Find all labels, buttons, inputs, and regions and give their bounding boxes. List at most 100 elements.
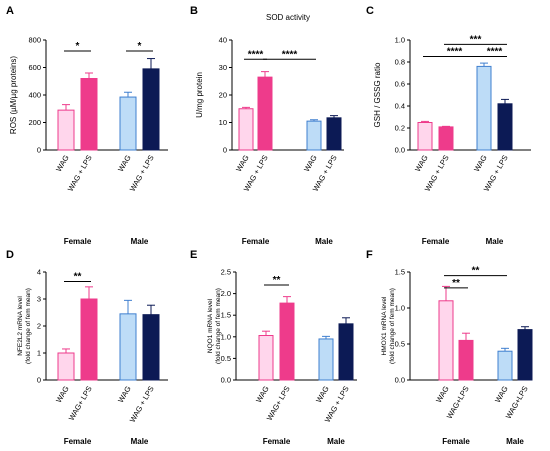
y-axis-label-2: (fold change of fem mean) — [25, 288, 32, 364]
y-tick-label: 20 — [219, 91, 227, 100]
group-label: Male — [131, 237, 149, 246]
y-axis-label: HMOX1 mRNA level — [381, 296, 388, 355]
bar — [517, 329, 533, 381]
bar — [80, 78, 98, 151]
y-tick-label: 1.5 — [221, 311, 231, 320]
bar — [497, 350, 513, 381]
y-tick-label: 2.5 — [221, 268, 231, 277]
bar — [142, 314, 160, 381]
significance-label: ** — [74, 271, 82, 282]
bar — [119, 96, 137, 151]
y-tick-label: 600 — [28, 63, 41, 72]
bar — [258, 335, 274, 381]
group-label: Male — [315, 237, 333, 246]
y-tick-label: 2.0 — [221, 289, 231, 298]
y-tick-label: 1.0 — [395, 304, 405, 313]
x-tick-label: WAG — [413, 153, 430, 173]
bar — [438, 126, 454, 151]
y-tick-label: 0 — [37, 146, 41, 155]
x-tick-label: WAG — [434, 384, 451, 404]
x-tick-label: WAG + LPS — [66, 154, 94, 193]
x-tick-label: WAG — [116, 153, 133, 173]
bar — [338, 323, 354, 381]
group-label: Female — [263, 437, 291, 446]
group-label: Male — [327, 437, 345, 446]
bar — [438, 300, 454, 381]
group-label: Male — [131, 437, 149, 446]
bar — [80, 298, 98, 381]
bar — [119, 313, 137, 381]
y-tick-label: 4 — [37, 268, 41, 277]
significance-label: ** — [452, 278, 460, 289]
significance-label: ** — [472, 266, 480, 277]
significance-label: **** — [248, 49, 264, 60]
y-tick-label: 400 — [28, 91, 41, 100]
bar — [458, 339, 474, 381]
bar — [142, 68, 160, 151]
y-tick-label: 800 — [28, 36, 41, 45]
group-label: Female — [242, 237, 270, 246]
panel-B: B SOD activity 0 10 20 30 40 U/mg protein WAG WAG… — [190, 5, 344, 246]
y-tick-label: 1 — [37, 349, 41, 358]
significance-label: **** — [487, 47, 503, 58]
bar — [57, 109, 75, 151]
y-tick-label: 1.0 — [221, 332, 231, 341]
y-axis-label: GSH / GSSG ratio — [373, 62, 382, 127]
x-tick-label: WAG — [493, 384, 510, 404]
group-label: Female — [422, 237, 450, 246]
y-axis-label: U/mg protein — [195, 72, 204, 118]
bar — [476, 65, 492, 151]
bar — [417, 122, 433, 151]
y-axis-label-2: (fold change of fem mean) — [215, 288, 222, 364]
y-axis-label: NQO1 mRNA level — [207, 298, 214, 353]
significance-label: **** — [282, 49, 298, 60]
y-tick-label: 0.5 — [221, 354, 231, 363]
x-tick-label: WAG — [472, 153, 489, 173]
x-tick-label: WAG — [54, 153, 71, 173]
y-tick-label: 0.8 — [395, 58, 405, 67]
y-tick-label: 40 — [219, 36, 227, 45]
x-tick-label: WAG — [302, 153, 319, 173]
y-tick-label: 0 — [223, 146, 227, 155]
x-tick-label: WAG + LPS — [128, 385, 156, 424]
y-tick-label: 0.6 — [395, 80, 405, 89]
panel-D: D 0 1 2 3 4 NFE2L2 mRNA level (fold change of f… — [6, 249, 168, 446]
y-tick-label: 0 — [37, 376, 41, 385]
y-axis-label: ROS (µM/µg proteins) — [9, 56, 18, 134]
group-label: Female — [64, 437, 92, 446]
y-tick-label: 1.0 — [395, 36, 405, 45]
bar — [279, 302, 295, 381]
significance-label: * — [138, 41, 142, 52]
chart-title: SOD activity — [266, 13, 310, 22]
bar — [318, 338, 334, 381]
y-tick-label: 2 — [37, 322, 41, 331]
y-tick-label: 0.0 — [221, 376, 231, 385]
y-tick-label: 0.0 — [395, 376, 405, 385]
panel-letter: D — [6, 249, 14, 261]
x-tick-label: WAG — [314, 384, 331, 404]
group-label: Male — [486, 237, 504, 246]
panel-letter: F — [366, 249, 373, 261]
y-tick-label: 30 — [219, 63, 227, 72]
panel-letter: B — [190, 5, 198, 17]
panel-letter: C — [366, 5, 374, 17]
group-label: Female — [64, 237, 92, 246]
y-tick-label: 10 — [219, 118, 227, 127]
y-tick-label: 3 — [37, 295, 41, 304]
significance-label: * — [76, 41, 80, 52]
x-tick-label: WAG — [116, 384, 133, 404]
significance-label: *** — [470, 34, 482, 45]
y-axis-label: NFE2L2 mRNA level — [17, 296, 24, 356]
group-label: Female — [442, 437, 470, 446]
x-tick-label: WAG — [234, 153, 251, 173]
panel-letter: A — [6, 5, 14, 17]
bar — [497, 103, 513, 151]
bar — [57, 352, 75, 381]
y-axis-label-2: (fold change of fem mean) — [389, 288, 396, 364]
significance-label: **** — [447, 47, 463, 58]
x-tick-label: WAG + LPS — [128, 154, 156, 193]
y-tick-label: 200 — [28, 118, 41, 127]
y-tick-label: 0.5 — [395, 340, 405, 349]
bar — [326, 117, 342, 151]
